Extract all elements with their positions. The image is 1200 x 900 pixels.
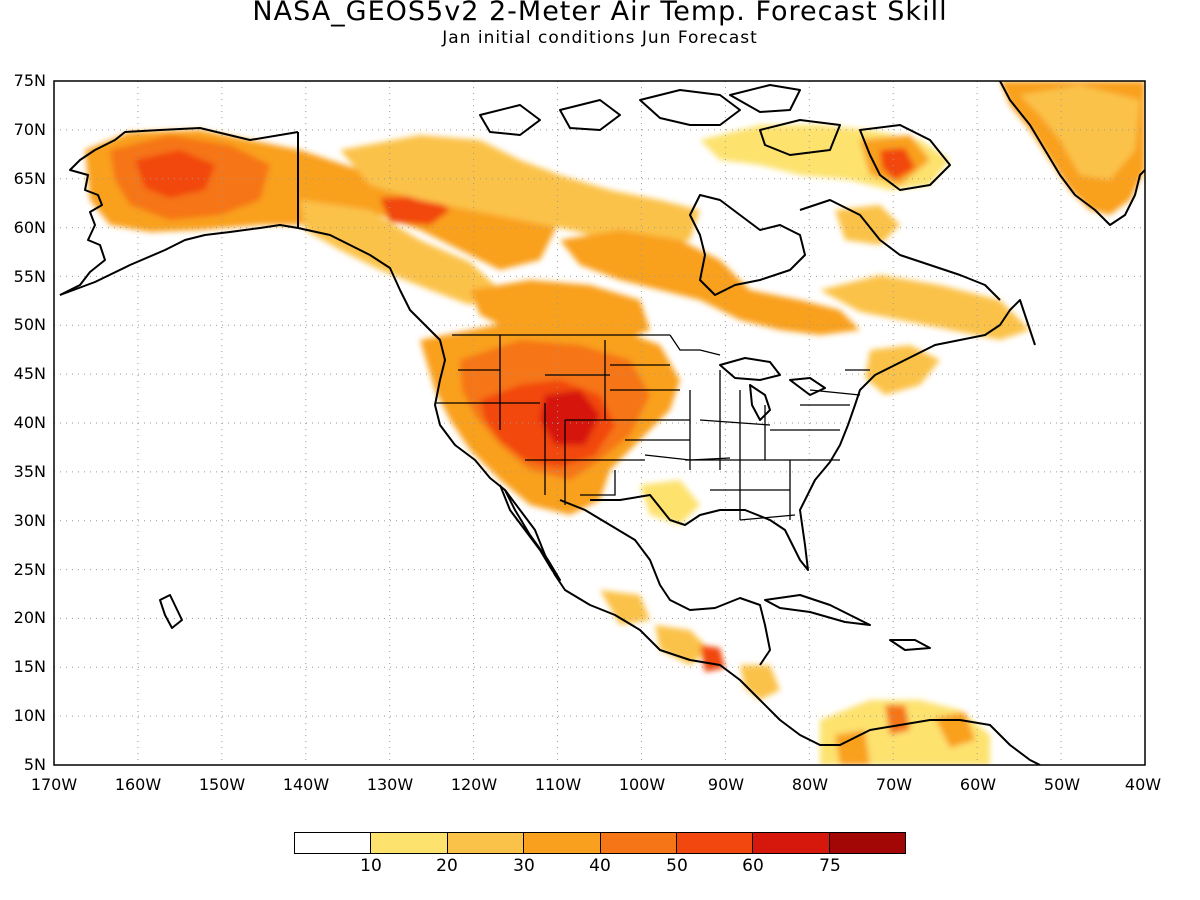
- lat-label: 50N: [13, 315, 46, 334]
- political-borders: [435, 334, 870, 521]
- lat-label: 45N: [13, 364, 46, 383]
- lon-label: 40W: [1124, 775, 1162, 794]
- lat-label: 60N: [13, 218, 46, 237]
- colorbar-label: 30: [513, 856, 535, 876]
- lat-label: 75N: [13, 71, 46, 90]
- chart-subtitle: Jan initial conditions Jun Forecast: [442, 28, 758, 48]
- colorbar-swatch: [600, 833, 677, 853]
- colorbar-label: 50: [666, 856, 688, 876]
- lon-label: 60W: [959, 775, 997, 794]
- chart-title: NASA_GEOS5v2 2-Meter Air Temp. Forecast …: [252, 0, 948, 27]
- colorbar-label: 10: [360, 856, 382, 876]
- lat-label: 65N: [13, 169, 46, 188]
- lat-label: 25N: [13, 560, 46, 579]
- lon-label: 70W: [875, 775, 913, 794]
- lon-label: 120W: [450, 775, 498, 794]
- colorbar-swatch: [829, 833, 905, 853]
- gridlines: [54, 81, 1145, 765]
- lat-label: 55N: [13, 267, 46, 286]
- colorbar-swatch: [447, 833, 525, 853]
- colorbar-label: 20: [436, 856, 458, 876]
- colorbar-label: 75: [819, 856, 841, 876]
- lat-label: 30N: [13, 511, 46, 530]
- colorbar-swatch: [524, 833, 601, 853]
- lat-label: 40N: [13, 413, 46, 432]
- lon-label: 100W: [618, 775, 666, 794]
- lon-label: 80W: [791, 775, 829, 794]
- lat-label: 10N: [13, 706, 46, 725]
- lon-label: 50W: [1043, 775, 1081, 794]
- map-frame: [53, 80, 1146, 766]
- lat-label: 5N: [23, 755, 46, 774]
- lat-label: 70N: [13, 120, 46, 139]
- colorbar: [294, 832, 906, 854]
- coastlines: [59, 81, 1145, 765]
- lat-label: 15N: [13, 657, 46, 676]
- lon-label: 110W: [534, 775, 582, 794]
- lon-label: 90W: [707, 775, 745, 794]
- colorbar-label: 40: [589, 856, 611, 876]
- colorbar-swatch: [676, 833, 754, 853]
- lat-label: 35N: [13, 462, 46, 481]
- colorbar-swatch: [753, 833, 830, 853]
- colorbar-label: 60: [742, 856, 764, 876]
- lat-label: 20N: [13, 608, 46, 627]
- colorbar-swatch: [295, 833, 372, 853]
- lon-label: 170W: [30, 775, 78, 794]
- lon-label: 150W: [198, 775, 246, 794]
- lon-label: 140W: [282, 775, 330, 794]
- lon-label: 130W: [366, 775, 414, 794]
- lon-label: 160W: [114, 775, 162, 794]
- colorbar-swatch: [371, 833, 448, 853]
- skill-field: [85, 81, 1145, 765]
